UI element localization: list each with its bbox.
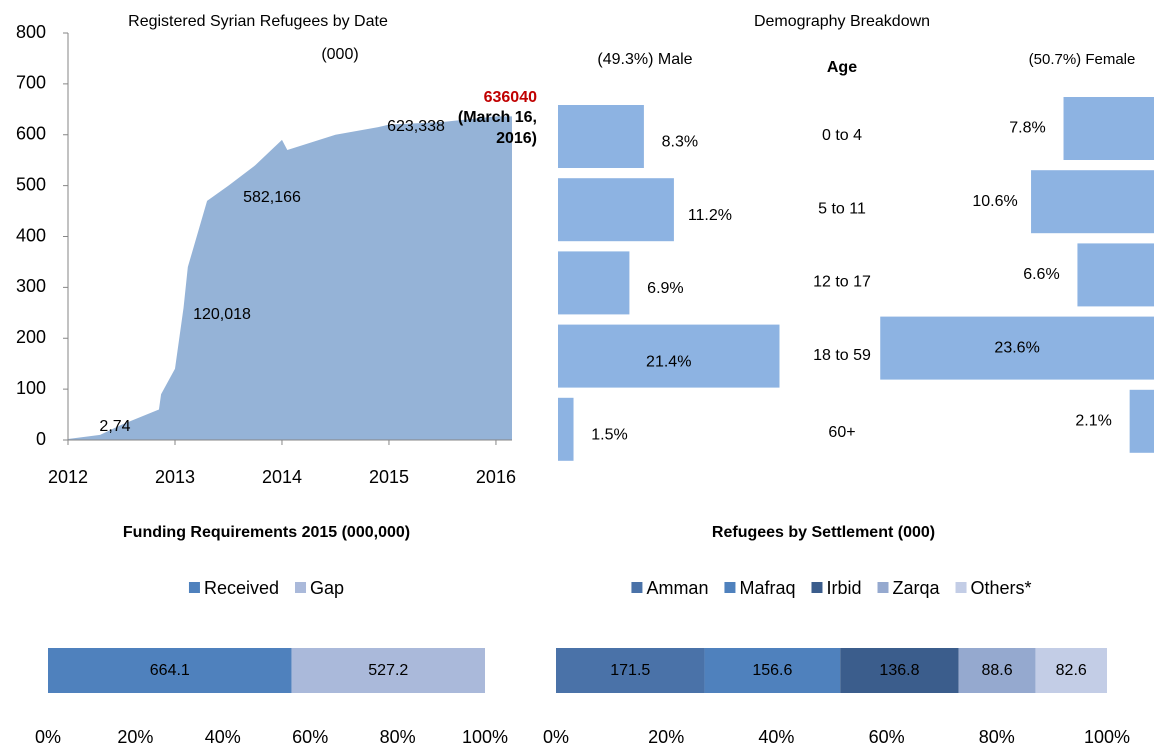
category-label: 18 to 59 bbox=[813, 347, 871, 364]
y-tick-label: 600 bbox=[16, 124, 46, 144]
value-label: 6.9% bbox=[647, 280, 683, 297]
x-tick-label: 2013 bbox=[155, 467, 195, 487]
annotation: 636040 bbox=[484, 89, 537, 106]
x-tick-label: 20% bbox=[648, 727, 684, 747]
value-label: 8.3% bbox=[662, 134, 698, 151]
bar bbox=[1129, 389, 1154, 453]
bar bbox=[558, 324, 780, 388]
bar bbox=[1077, 243, 1154, 307]
bar-segment bbox=[958, 648, 1036, 693]
y-tick-label: 800 bbox=[16, 22, 46, 42]
y-tick-label: 500 bbox=[16, 174, 46, 194]
x-tick-label: 40% bbox=[758, 727, 794, 747]
y-tick-label: 300 bbox=[16, 276, 46, 296]
value-label: 2.1% bbox=[1075, 413, 1111, 430]
x-tick-label: 80% bbox=[380, 727, 416, 747]
area bbox=[68, 116, 512, 440]
x-tick-label: 2012 bbox=[48, 467, 88, 487]
x-tick-label: 2015 bbox=[369, 467, 409, 487]
bar bbox=[558, 397, 574, 461]
value-label: 21.4% bbox=[646, 353, 691, 370]
value-label: 171.5 bbox=[610, 662, 650, 679]
x-tick-label: 60% bbox=[292, 727, 328, 747]
value-label: 82.6 bbox=[1056, 662, 1087, 679]
x-tick-label: 2014 bbox=[262, 467, 302, 487]
legend-label: Others* bbox=[971, 578, 1032, 598]
legend-swatch bbox=[631, 582, 643, 593]
legend-swatch bbox=[877, 582, 889, 593]
bar bbox=[558, 105, 644, 168]
annotation: 623,338 bbox=[387, 118, 445, 135]
legend-label: Received bbox=[204, 578, 279, 598]
annotation: 582,166 bbox=[243, 189, 301, 206]
value-label: 88.6 bbox=[982, 662, 1013, 679]
y-tick-label: 200 bbox=[16, 327, 46, 347]
value-label: 10.6% bbox=[972, 193, 1017, 210]
bar bbox=[880, 316, 1154, 380]
x-tick-label: 0% bbox=[543, 727, 569, 747]
annotation: 120,018 bbox=[193, 306, 251, 323]
x-tick-label: 60% bbox=[869, 727, 905, 747]
legend-label: Gap bbox=[310, 578, 344, 598]
value-label: 23.6% bbox=[994, 339, 1039, 356]
legend-swatch bbox=[295, 582, 307, 593]
category-label: 0 to 4 bbox=[822, 127, 862, 144]
annotation: 2,74 bbox=[99, 418, 130, 435]
legend-label: Irbid bbox=[826, 578, 861, 598]
x-tick-label: 2016 bbox=[476, 467, 516, 487]
value-label: 11.2% bbox=[688, 207, 732, 224]
bar bbox=[558, 178, 674, 242]
x-tick-label: 100% bbox=[462, 727, 508, 747]
legend-label: Amman bbox=[646, 578, 708, 598]
chart-title: Funding Requirements 2015 (000,000) bbox=[123, 524, 410, 541]
chart-subtitle: (000) bbox=[321, 46, 358, 63]
x-tick-label: 80% bbox=[979, 727, 1015, 747]
bar-segment bbox=[704, 648, 841, 693]
value-label: 527.2 bbox=[368, 662, 408, 679]
bar-segment bbox=[1035, 648, 1107, 693]
legend-swatch bbox=[188, 582, 200, 593]
category-label: 12 to 17 bbox=[813, 274, 871, 291]
chart-title: Refugees by Settlement (000) bbox=[712, 524, 935, 541]
right-label: (50.7%) Female bbox=[1029, 51, 1136, 68]
bar-segment bbox=[556, 648, 705, 693]
annotation: 2016) bbox=[496, 130, 537, 147]
legend-swatch bbox=[724, 582, 736, 593]
value-label: 156.6 bbox=[752, 662, 792, 679]
chart-title: Demography Breakdown bbox=[754, 13, 930, 30]
category-label: 60+ bbox=[828, 424, 855, 441]
value-label: 6.6% bbox=[1023, 266, 1059, 283]
bar-segment bbox=[291, 648, 485, 693]
center-label: Age bbox=[827, 59, 857, 76]
x-tick-label: 0% bbox=[35, 727, 61, 747]
bar-segment bbox=[840, 648, 959, 693]
legend-label: Zarqa bbox=[893, 578, 941, 598]
left-label: (49.3%) Male bbox=[597, 51, 692, 68]
x-tick-label: 100% bbox=[1084, 727, 1130, 747]
y-tick-label: 700 bbox=[16, 73, 46, 93]
legend-swatch bbox=[955, 582, 967, 593]
legend-label: Mafraq bbox=[739, 578, 795, 598]
x-tick-label: 40% bbox=[205, 727, 241, 747]
value-label: 136.8 bbox=[879, 662, 919, 679]
bar bbox=[1031, 170, 1154, 234]
y-tick-label: 400 bbox=[16, 225, 46, 245]
y-tick-label: 100 bbox=[16, 378, 46, 398]
category-label: 5 to 11 bbox=[818, 200, 866, 217]
value-label: 1.5% bbox=[591, 427, 627, 444]
bar bbox=[1063, 97, 1154, 160]
legend-swatch bbox=[811, 582, 823, 593]
chart-title: Registered Syrian Refugees by Date bbox=[128, 13, 388, 30]
value-label: 7.8% bbox=[1009, 120, 1045, 137]
value-label: 664.1 bbox=[150, 662, 190, 679]
bar bbox=[558, 251, 630, 315]
annotation: (March 16, bbox=[458, 109, 537, 126]
x-tick-label: 20% bbox=[117, 727, 153, 747]
y-tick-label: 0 bbox=[36, 429, 46, 449]
bar-segment bbox=[48, 648, 292, 693]
